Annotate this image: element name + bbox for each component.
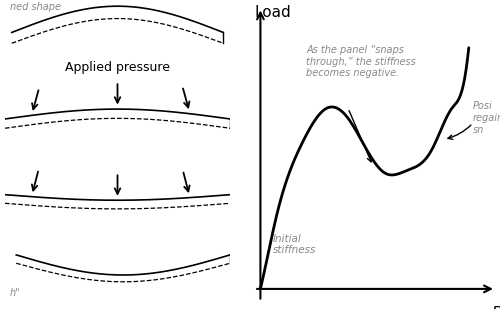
Text: Posi
regaine
sn: Posi regaine sn [473, 101, 500, 135]
Text: Initial
stiffness: Initial stiffness [273, 234, 316, 255]
Text: D: D [492, 307, 500, 309]
Text: Load: Load [254, 5, 291, 20]
Text: ned shape: ned shape [10, 2, 60, 11]
Text: As the panel “snaps
through,” the stiffness
becomes negative.: As the panel “snaps through,” the stiffn… [306, 45, 416, 78]
Text: Applied pressure: Applied pressure [65, 61, 170, 74]
Text: h": h" [10, 288, 20, 298]
